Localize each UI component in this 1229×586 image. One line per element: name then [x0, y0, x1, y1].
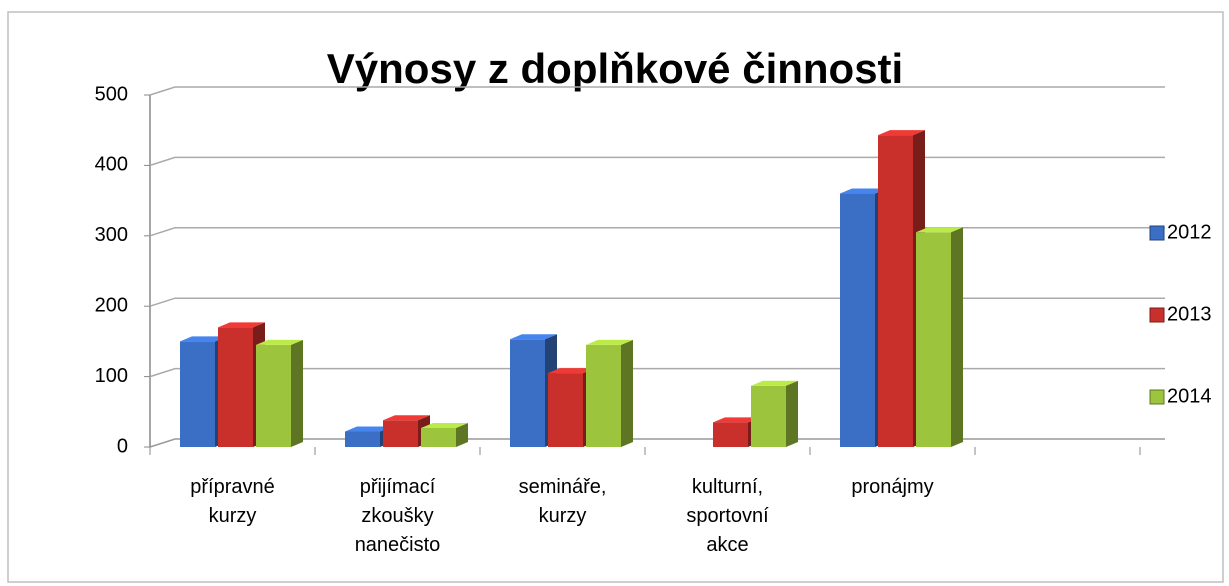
bar — [878, 135, 913, 448]
y-tick-label: 0 — [117, 435, 128, 457]
bar-top — [751, 380, 798, 386]
grid-line — [149, 156, 1165, 167]
chart-title: Výnosy z doplňkové činnosti — [327, 45, 903, 92]
bar — [840, 193, 875, 447]
bar-top — [916, 227, 963, 233]
legend-label: 2014 — [1167, 385, 1212, 407]
bar — [180, 341, 215, 447]
bar-top — [840, 188, 887, 194]
bar — [218, 327, 253, 447]
bar-top — [713, 417, 760, 423]
x-tick-label: semináře, kurzy — [518, 476, 607, 527]
y-tick-label: 400 — [95, 154, 128, 176]
bar — [751, 385, 786, 447]
grid-line — [149, 367, 1165, 378]
bar-top — [180, 336, 227, 342]
bar — [548, 373, 583, 447]
bar-top — [586, 339, 633, 345]
x-tick-label: pronájmy — [851, 476, 934, 498]
bar — [586, 344, 621, 447]
legend-swatch — [1149, 225, 1165, 241]
bar-side — [951, 227, 963, 447]
bar-top — [421, 422, 468, 428]
grid-line — [149, 86, 1165, 96]
x-tick-label: přijímací zkoušky nanečisto — [354, 476, 441, 556]
bar-side — [291, 339, 303, 447]
bar-top — [383, 415, 430, 421]
x-tick-label: kulturní, sportovní akce — [686, 476, 769, 556]
x-tick-label: přípravné kurzy — [190, 476, 275, 527]
grid-line — [149, 297, 1165, 307]
y-tick-label: 300 — [95, 224, 128, 246]
bar — [510, 339, 545, 447]
bar — [916, 232, 951, 447]
bar-side — [456, 422, 468, 447]
bar-top — [878, 130, 925, 136]
grid-line — [149, 227, 1165, 237]
y-tick-label: 100 — [95, 365, 128, 387]
bar — [421, 427, 456, 447]
bar-top — [510, 334, 557, 340]
legend-label: 2013 — [1167, 303, 1212, 325]
bar — [256, 344, 291, 447]
grid-line — [149, 438, 1165, 448]
chart-border — [7, 11, 1224, 583]
y-tick-label: 200 — [95, 294, 128, 316]
bar-top — [345, 426, 392, 432]
bar-top — [256, 339, 303, 345]
legend-swatch — [1149, 389, 1165, 405]
bar-top — [218, 322, 265, 328]
legend-label: 2012 — [1167, 221, 1212, 243]
bar — [345, 431, 380, 447]
legend-swatch — [1149, 307, 1165, 323]
bar-side — [786, 380, 798, 447]
y-tick-label: 500 — [95, 83, 128, 105]
bar — [713, 422, 748, 447]
bar — [383, 420, 418, 447]
bar-top — [548, 368, 595, 374]
bar-side — [621, 339, 633, 447]
